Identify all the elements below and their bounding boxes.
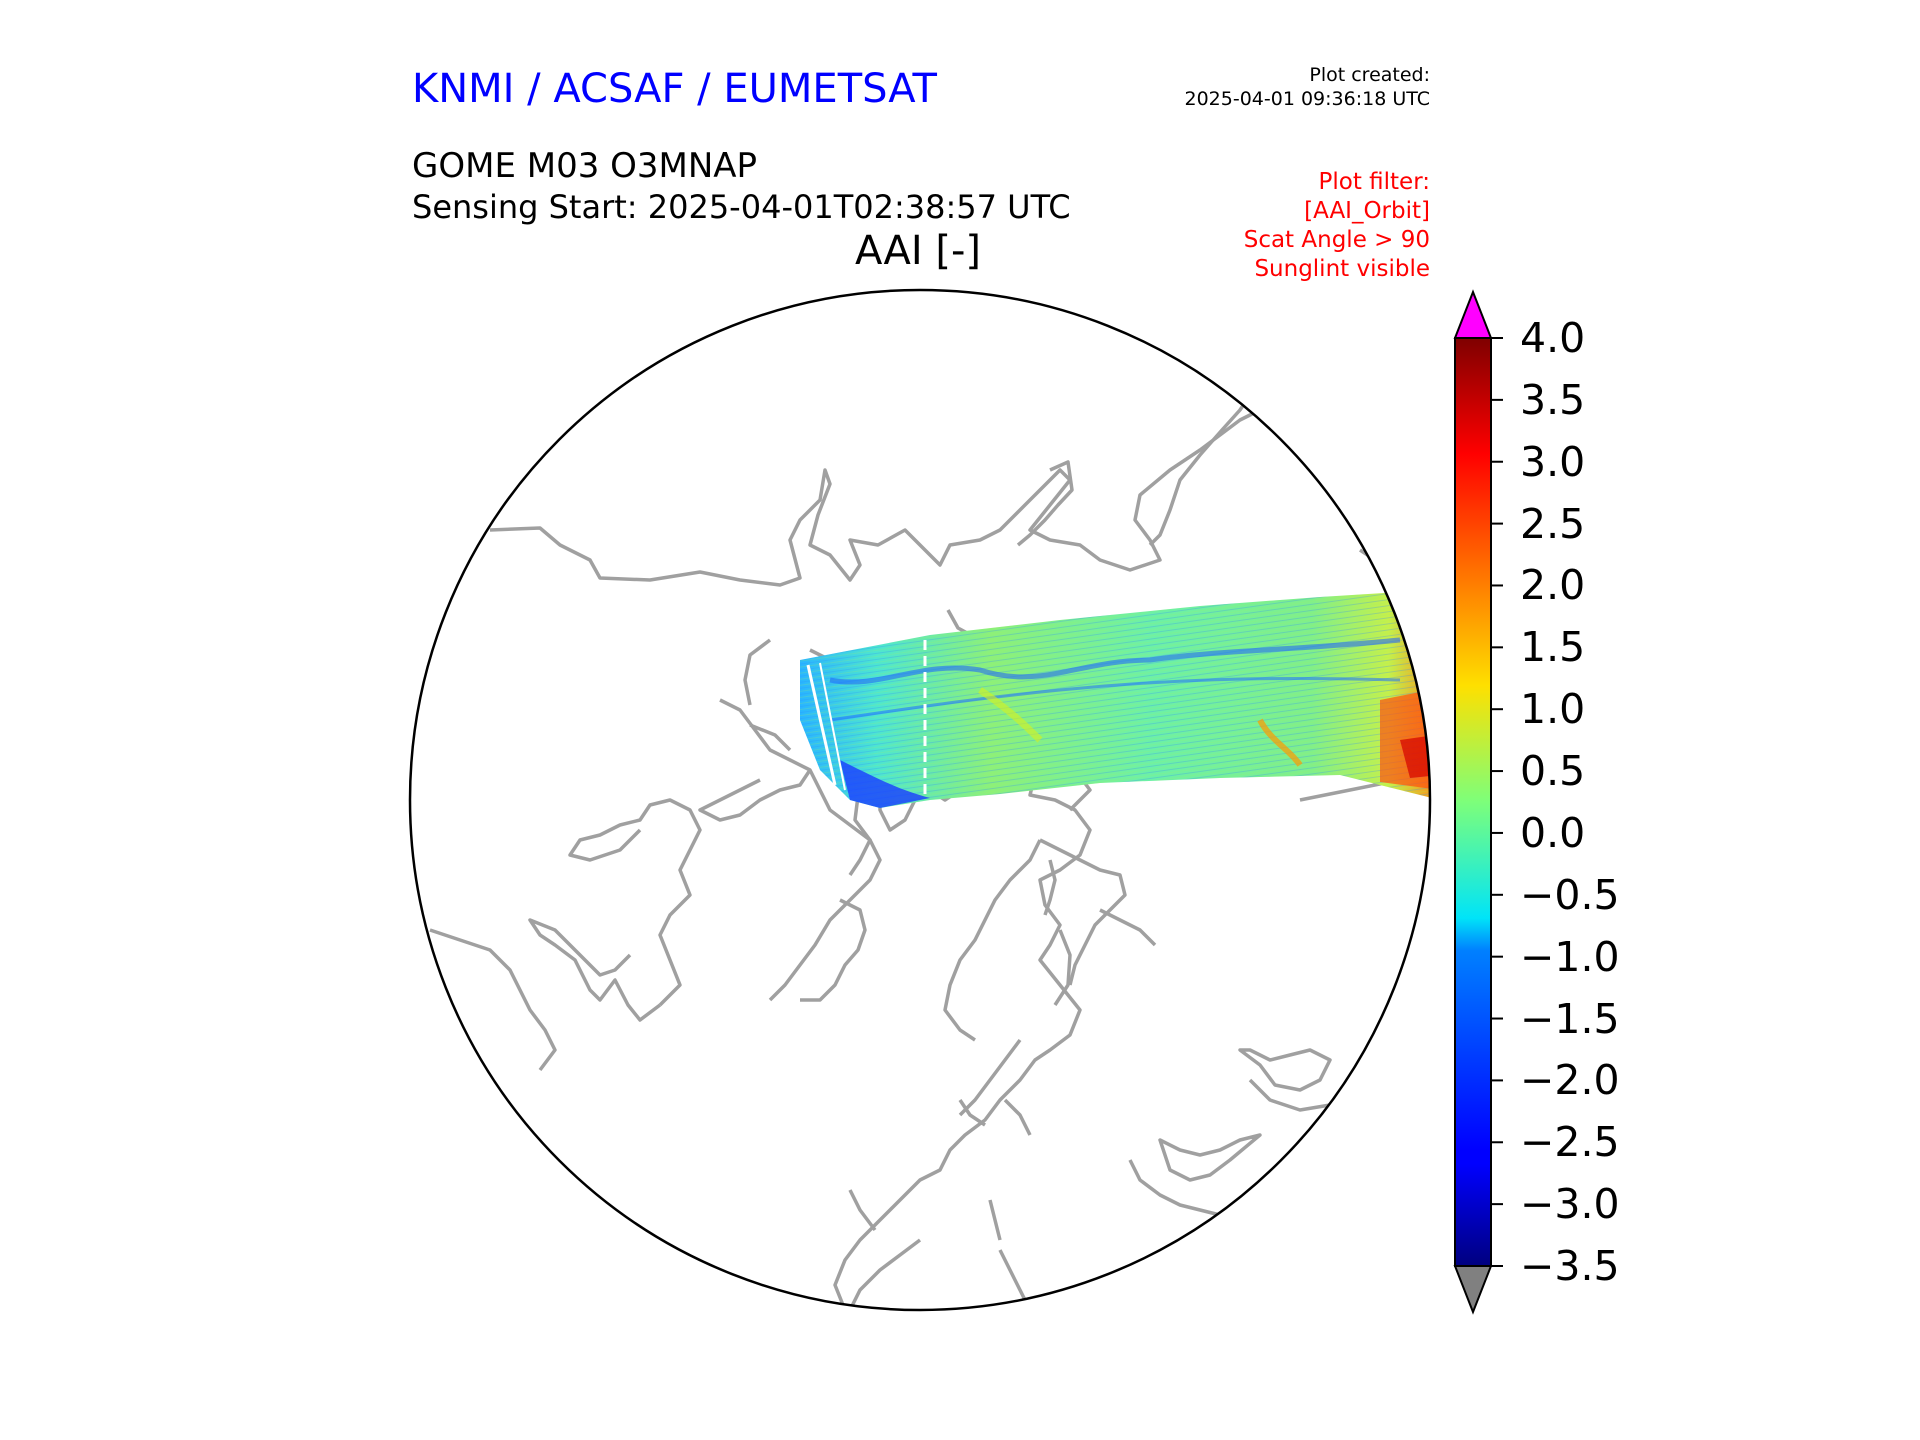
- colorbar-tick-label: −0.5: [1520, 870, 1620, 919]
- colorbar-tick-label: 2.5: [1520, 499, 1586, 548]
- filter-line: Sunglint visible: [1254, 256, 1430, 282]
- colorbar-tick-label: −1.0: [1520, 932, 1620, 981]
- map-disk: [418, 358, 1430, 1310]
- product-name: GOME M03 O3MNAP: [412, 146, 758, 186]
- filter-line: Plot filter:: [1318, 169, 1430, 195]
- colorbar-gradient: [1455, 338, 1491, 1266]
- plot-created-label: Plot created:: [1309, 64, 1430, 86]
- plot-created-time: 2025-04-01 09:36:18 UTC: [1184, 88, 1431, 110]
- colorbar-tick-label: −3.0: [1520, 1180, 1620, 1229]
- colorbar-tick-label: 2.0: [1520, 561, 1586, 610]
- colorbar-tick-label: 3.5: [1520, 375, 1586, 424]
- colorbar-tick-label: 1.5: [1520, 623, 1586, 672]
- colorbar-tick-label: 0.5: [1520, 747, 1586, 796]
- colorbar-under-extension: [1453, 1265, 1493, 1315]
- coastlines: [418, 358, 1421, 1310]
- colorbar-tick-label: −3.5: [1520, 1242, 1620, 1290]
- aai-swath: [800, 592, 1430, 808]
- colorbar-tick-label: 1.0: [1520, 685, 1586, 734]
- colorbar-tick-label: 4.0: [1520, 314, 1586, 362]
- colorbar: [1453, 289, 1503, 1315]
- map-boundary: [408, 288, 1432, 1312]
- colorbar-tick-label: −2.0: [1520, 1056, 1620, 1105]
- filter-line: Scat Angle > 90: [1243, 227, 1430, 253]
- filter-line: [AAI_Orbit]: [1304, 198, 1430, 224]
- colorbar-tick-label: −1.5: [1520, 994, 1620, 1043]
- colorbar-tick-label: −2.5: [1520, 1118, 1620, 1167]
- sensing-start: Sensing Start: 2025-04-01T02:38:57 UTC: [412, 188, 1071, 226]
- map-title: AAI [-]: [855, 228, 981, 274]
- colorbar-over-extension: [1453, 289, 1493, 339]
- organization-title: KNMI / ACSAF / EUMETSAT: [412, 66, 937, 112]
- colorbar-tick-label: 0.0: [1520, 808, 1586, 857]
- colorbar-tick-label: 3.0: [1520, 437, 1586, 486]
